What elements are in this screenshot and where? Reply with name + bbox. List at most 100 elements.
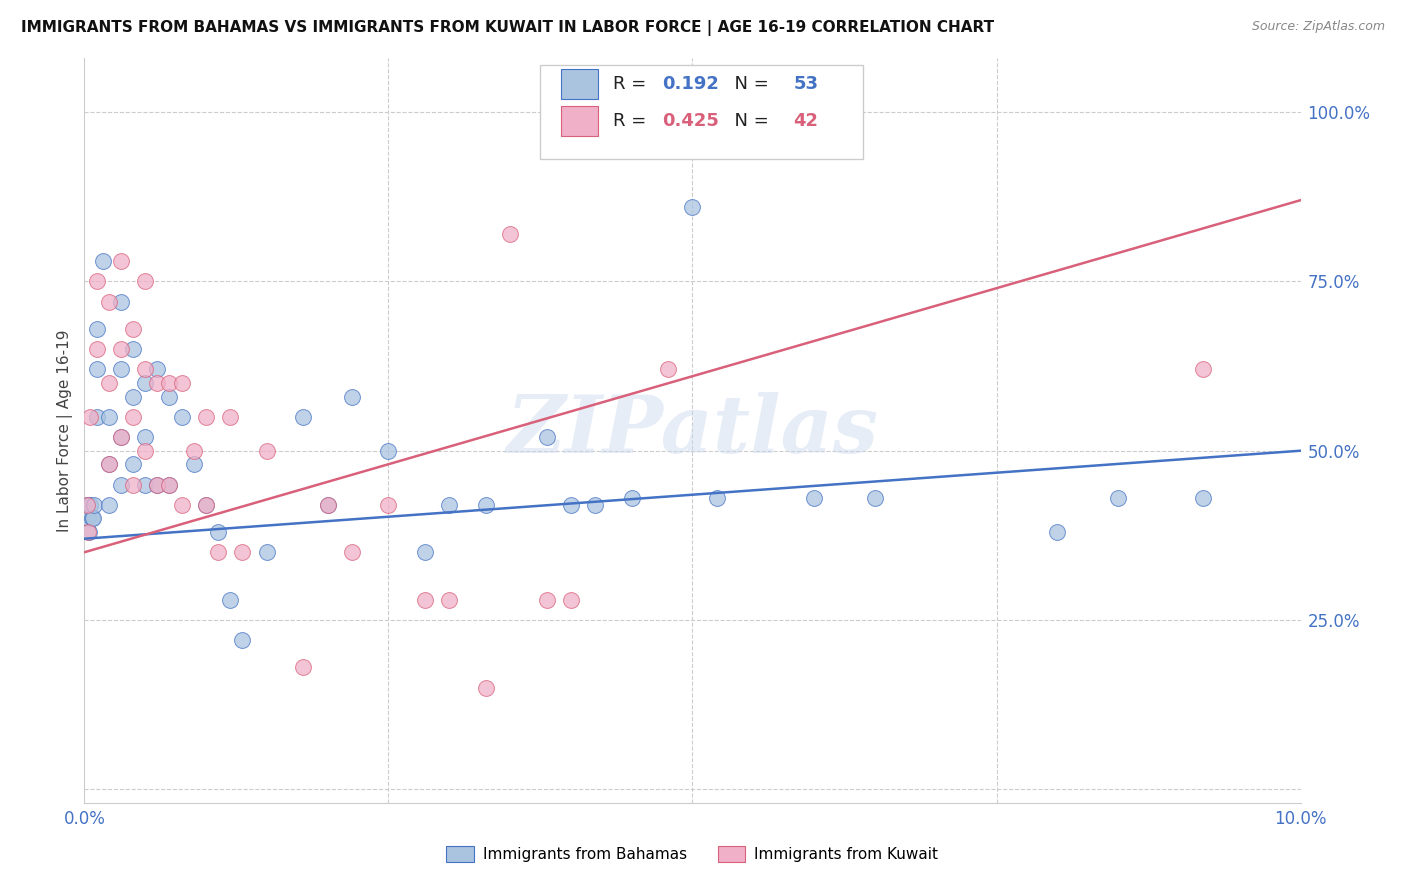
Point — [97, 457, 120, 471]
Text: 0.192: 0.192 — [662, 75, 718, 93]
Point — [256, 443, 278, 458]
Text: IMMIGRANTS FROM BAHAMAS VS IMMIGRANTS FROM KUWAIT IN LABOR FORCE | AGE 16-19 COR: IMMIGRANTS FROM BAHAMAS VS IMMIGRANTS FR… — [21, 20, 994, 36]
Point — [97, 409, 120, 424]
Point — [82, 511, 104, 525]
Point — [146, 362, 169, 376]
Point — [377, 443, 399, 458]
Point — [219, 409, 242, 424]
Point — [439, 592, 461, 607]
Text: N =: N = — [723, 75, 775, 93]
Point — [194, 409, 218, 424]
Text: R =: R = — [613, 75, 652, 93]
Point — [340, 545, 363, 559]
Legend: Immigrants from Bahamas, Immigrants from Kuwait: Immigrants from Bahamas, Immigrants from… — [439, 838, 946, 870]
Point — [194, 498, 218, 512]
Point — [292, 409, 315, 424]
Point — [86, 342, 108, 356]
Point — [474, 681, 496, 695]
Point — [76, 498, 98, 512]
Point — [86, 362, 108, 376]
Point — [1192, 362, 1215, 376]
Point — [110, 342, 132, 356]
Point — [146, 477, 169, 491]
Text: N =: N = — [723, 112, 775, 130]
Point — [682, 200, 704, 214]
Point — [803, 491, 825, 505]
Point — [706, 491, 728, 505]
Point — [207, 545, 229, 559]
Point — [231, 545, 253, 559]
Point — [1192, 491, 1215, 505]
Point — [97, 294, 120, 309]
Point — [219, 592, 242, 607]
Point — [134, 477, 156, 491]
Point — [536, 592, 558, 607]
Point — [316, 498, 339, 512]
Point — [560, 592, 582, 607]
Point — [77, 511, 100, 525]
Point — [657, 362, 679, 376]
Point — [134, 430, 156, 444]
Point — [170, 409, 193, 424]
Point — [560, 498, 582, 512]
Point — [122, 457, 145, 471]
Point — [474, 498, 496, 512]
Point — [583, 498, 606, 512]
Point — [110, 294, 132, 309]
Point — [146, 376, 169, 390]
Point — [134, 362, 156, 376]
Point — [183, 457, 205, 471]
Y-axis label: In Labor Force | Age 16-19: In Labor Force | Age 16-19 — [58, 329, 73, 532]
Point — [620, 491, 643, 505]
Point — [79, 409, 101, 424]
Point — [170, 498, 193, 512]
Point — [77, 524, 100, 539]
Point — [86, 274, 108, 288]
Point — [110, 477, 132, 491]
Point — [1107, 491, 1129, 505]
Point — [122, 409, 145, 424]
Point — [159, 477, 181, 491]
Point — [97, 457, 120, 471]
FancyBboxPatch shape — [540, 65, 863, 159]
Point — [86, 322, 108, 336]
FancyBboxPatch shape — [561, 106, 598, 136]
Point — [256, 545, 278, 559]
Point — [159, 376, 181, 390]
Point — [159, 477, 181, 491]
Point — [170, 376, 193, 390]
Point — [86, 409, 108, 424]
Point — [377, 498, 399, 512]
Point — [340, 390, 363, 404]
Point — [80, 511, 103, 525]
Point — [110, 430, 132, 444]
Point — [134, 443, 156, 458]
Point — [292, 660, 315, 674]
Point — [1046, 524, 1069, 539]
Text: ZIPatlas: ZIPatlas — [506, 392, 879, 469]
Point — [122, 390, 145, 404]
Point — [110, 254, 132, 268]
Point — [110, 362, 132, 376]
Point — [207, 524, 229, 539]
Point — [159, 390, 181, 404]
Point — [499, 227, 522, 241]
Point — [122, 342, 145, 356]
Point — [83, 498, 105, 512]
Text: R =: R = — [613, 112, 652, 130]
Text: 53: 53 — [793, 75, 818, 93]
Point — [863, 491, 886, 505]
Point — [134, 274, 156, 288]
Point — [76, 498, 98, 512]
Point — [134, 376, 156, 390]
Point — [536, 430, 558, 444]
Point — [231, 633, 253, 648]
Point — [439, 498, 461, 512]
Text: 42: 42 — [793, 112, 818, 130]
Point — [413, 592, 436, 607]
Point — [97, 376, 120, 390]
Point — [316, 498, 339, 512]
Point — [183, 443, 205, 458]
Point — [122, 322, 145, 336]
Point — [194, 498, 218, 512]
